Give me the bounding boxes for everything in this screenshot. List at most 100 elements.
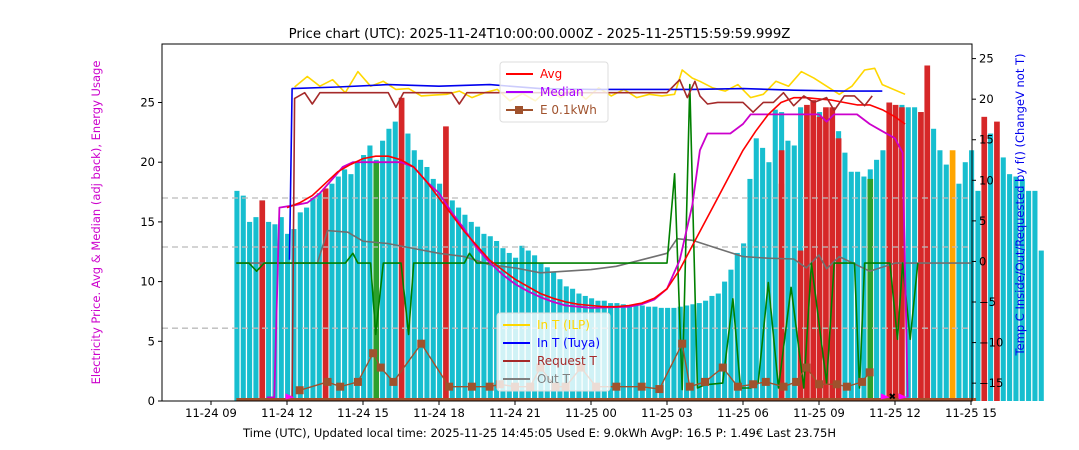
price-bar — [937, 150, 943, 401]
price-bar — [880, 150, 886, 401]
price-bar — [418, 159, 424, 401]
avg-line — [286, 96, 906, 308]
green-price-bar — [867, 178, 874, 401]
energy-square — [336, 382, 345, 391]
green-state-line — [236, 83, 919, 391]
price-bar — [1000, 157, 1006, 401]
price-bar — [988, 133, 994, 401]
y-left-tick-label: 15 — [140, 215, 155, 229]
price-bar — [855, 171, 861, 401]
x-tick-label: 11-24 12 — [261, 406, 313, 420]
red-price-bar — [892, 104, 899, 401]
energy-square — [467, 382, 476, 391]
price-bar — [272, 224, 278, 401]
orange-price-bar — [949, 150, 956, 401]
price-bar — [367, 145, 373, 401]
y-left-tick-label: 20 — [140, 155, 155, 169]
legend-label: Request T — [537, 354, 598, 368]
red-price-bar — [981, 116, 988, 402]
energy-square — [858, 377, 867, 386]
price-bar — [905, 107, 911, 401]
legend-label: Median — [540, 85, 584, 99]
red-price-bar — [810, 100, 817, 401]
red-price-bar — [259, 200, 266, 401]
red-price-bar — [924, 65, 931, 401]
price-bar — [240, 195, 246, 401]
energy-square — [701, 377, 709, 386]
median-line — [266, 113, 909, 399]
x-tick-label: 11-25 15 — [945, 406, 997, 420]
x-tick-label: 11-24 18 — [413, 406, 465, 420]
price-bar — [253, 217, 259, 401]
energy-square — [376, 363, 385, 372]
price-bar — [734, 252, 740, 401]
x-tick-label: 11-24 09 — [185, 406, 237, 420]
red-price-bar — [778, 150, 785, 401]
price-bar — [715, 293, 721, 401]
price-bar — [278, 217, 284, 401]
price-bar — [614, 303, 620, 401]
price-bar — [475, 226, 481, 401]
price-bar — [791, 145, 797, 401]
price-bar — [709, 295, 715, 401]
legend-square — [515, 106, 523, 114]
y-left-tick-label: 25 — [140, 96, 155, 110]
energy-square — [718, 363, 727, 372]
red-price-bar — [829, 107, 836, 401]
x-tick-label: 11-24 15 — [337, 406, 389, 420]
energy-square — [612, 382, 621, 391]
price-bar — [266, 221, 272, 401]
green-price-bar — [373, 162, 380, 401]
energy-square — [685, 382, 694, 391]
price-bar — [912, 107, 918, 401]
red-price-bar — [398, 97, 405, 401]
price-bar — [608, 303, 614, 401]
price-bar — [772, 109, 778, 402]
price-bar — [304, 207, 310, 401]
energy-square — [865, 368, 874, 377]
energy-square — [802, 363, 811, 372]
price-bar — [468, 221, 474, 401]
y-right-tick-label: −10 — [979, 336, 1003, 350]
price-bar — [646, 306, 652, 401]
price-bar — [310, 198, 316, 401]
energy-square — [815, 380, 823, 389]
price-bar — [449, 200, 455, 401]
price-bar — [335, 176, 341, 401]
price-bar — [760, 147, 766, 401]
price-bar — [639, 305, 645, 401]
magenta-triangle-marker — [285, 393, 295, 400]
price-bar — [956, 183, 962, 401]
price-bar — [392, 121, 398, 401]
legend-label: Avg — [540, 67, 562, 81]
y-right-tick-label: −15 — [979, 376, 1003, 390]
legend-upper: Avg Median E 0.1kWh — [499, 61, 609, 123]
price-bar — [741, 243, 747, 401]
y-right-tick-label: 5 — [979, 214, 986, 228]
energy-markers — [236, 339, 977, 401]
price-bar — [1026, 190, 1032, 401]
energy-square — [678, 339, 687, 348]
price-bar — [671, 307, 677, 401]
price-bar — [943, 164, 949, 401]
price-bar — [722, 281, 728, 401]
price-bar — [329, 183, 335, 401]
energy-square — [733, 382, 742, 391]
energy-square — [389, 377, 398, 386]
price-bar — [424, 166, 430, 401]
energy-square — [749, 380, 758, 389]
energy-square — [417, 339, 426, 348]
price-bar — [1038, 250, 1044, 401]
x-tick-label: 11-25 03 — [641, 406, 693, 420]
price-bar — [652, 306, 658, 401]
legend-label: E 0.1kWh — [540, 103, 597, 117]
y-right-tick-label: 20 — [979, 92, 994, 106]
y-right-tick-label: 0 — [979, 254, 986, 268]
magenta-triangle-marker — [880, 393, 890, 400]
energy-square — [842, 382, 851, 391]
legend-box — [499, 61, 609, 123]
red-price-bar — [899, 107, 905, 401]
request-t-line — [291, 78, 873, 398]
red-price-bar — [823, 107, 829, 401]
energy-square — [792, 377, 801, 386]
